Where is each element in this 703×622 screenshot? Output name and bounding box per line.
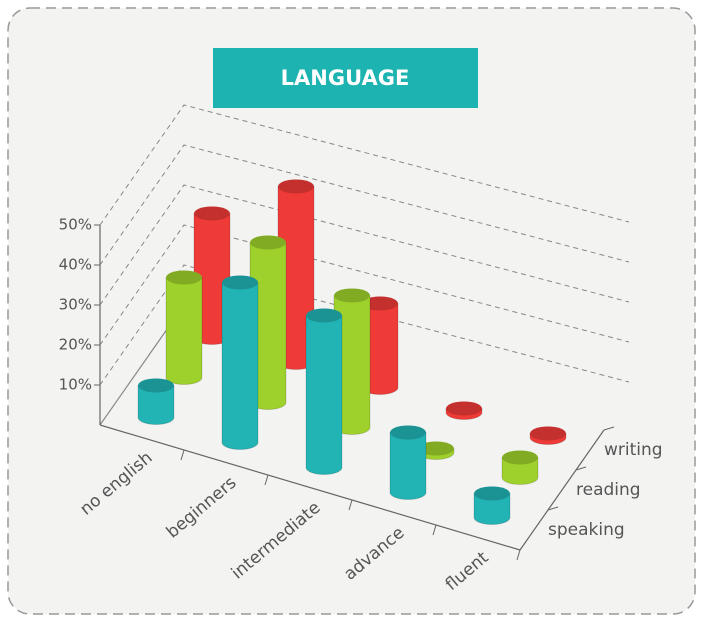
grid-line bbox=[99, 184, 630, 306]
bar-top-shade bbox=[474, 486, 510, 501]
bar-top-shade bbox=[418, 441, 454, 456]
legend-label: reading bbox=[576, 480, 641, 500]
tick-mark bbox=[547, 506, 559, 511]
bar-top bbox=[166, 270, 202, 285]
grid-line bbox=[99, 264, 630, 386]
bar bbox=[473, 493, 511, 525]
bar-top-shade bbox=[222, 275, 258, 290]
bar-top-shade bbox=[138, 378, 174, 393]
bar-top-shade bbox=[194, 206, 230, 221]
tick-mark bbox=[516, 549, 521, 561]
grid-line bbox=[99, 224, 630, 346]
bar bbox=[501, 457, 539, 485]
bar-top bbox=[502, 450, 538, 465]
bar-top bbox=[390, 425, 426, 440]
y-tick-label: 30% bbox=[59, 296, 92, 314]
y-tick-label: 50% bbox=[59, 216, 92, 234]
bar-top bbox=[222, 275, 258, 290]
bar bbox=[165, 277, 203, 385]
legend-label: writing bbox=[604, 440, 663, 460]
bar bbox=[137, 385, 175, 425]
bar bbox=[389, 432, 427, 500]
bar-top bbox=[334, 288, 370, 303]
bar bbox=[221, 282, 259, 450]
bar-top bbox=[418, 441, 454, 456]
chart-title: LANGUAGE bbox=[281, 66, 410, 90]
bar-top bbox=[306, 308, 342, 323]
bar-top-shade bbox=[334, 288, 370, 303]
tick-mark bbox=[180, 449, 185, 461]
bar bbox=[305, 315, 343, 475]
bar-top bbox=[362, 296, 398, 311]
y-tick-label: 40% bbox=[59, 256, 92, 274]
axis-line bbox=[519, 429, 605, 551]
axis-line bbox=[99, 424, 521, 551]
tick-mark bbox=[432, 524, 437, 536]
bar-top-shade bbox=[250, 235, 286, 250]
bar-top-shade bbox=[502, 450, 538, 465]
tick-mark bbox=[348, 499, 353, 511]
bar-top bbox=[194, 206, 230, 221]
grid-line bbox=[99, 104, 630, 226]
bar-top-shade bbox=[362, 296, 398, 311]
tick-mark bbox=[575, 466, 587, 471]
tick-mark bbox=[264, 474, 269, 486]
bar-top bbox=[530, 426, 566, 441]
bar-top-shade bbox=[390, 425, 426, 440]
tick-mark bbox=[603, 426, 615, 431]
bar-top bbox=[138, 378, 174, 393]
bar-top-shade bbox=[446, 401, 482, 416]
bar-top-shade bbox=[278, 179, 314, 194]
y-tick-label: 20% bbox=[59, 336, 92, 354]
grid-line bbox=[99, 144, 630, 266]
y-tick-label: 10% bbox=[59, 376, 92, 394]
bar-top-shade bbox=[166, 270, 202, 285]
bar-top bbox=[446, 401, 482, 416]
bar-top-shade bbox=[530, 426, 566, 441]
bar-top bbox=[250, 235, 286, 250]
bar-top bbox=[474, 486, 510, 501]
legend-label: speaking bbox=[548, 520, 625, 540]
bar-top-shade bbox=[306, 308, 342, 323]
bar-top bbox=[278, 179, 314, 194]
title-box bbox=[213, 48, 478, 108]
